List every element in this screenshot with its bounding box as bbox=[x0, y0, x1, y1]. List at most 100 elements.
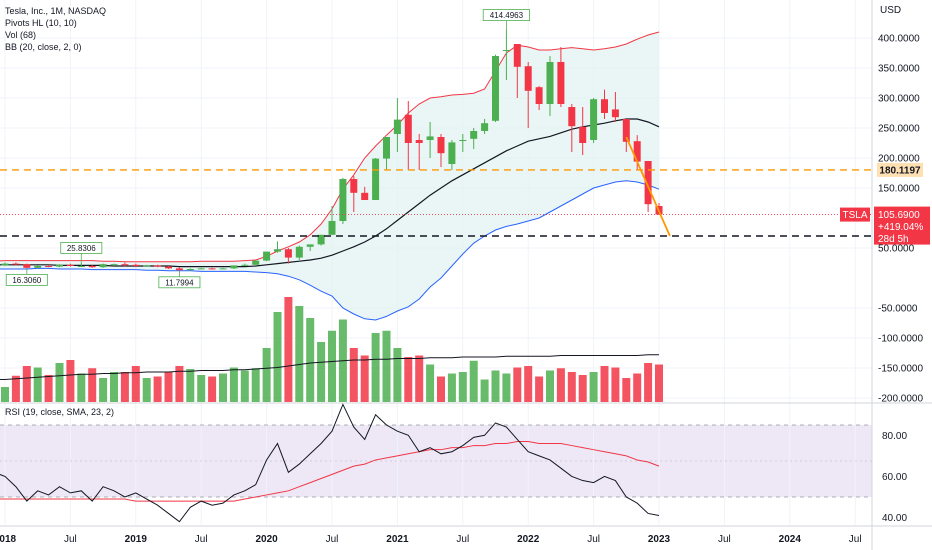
current-price-badge bbox=[874, 206, 930, 245]
bollinger-legend[interactable]: BB (20, close, 2, 0) bbox=[5, 42, 82, 52]
volume-bar bbox=[513, 367, 522, 402]
candle-body bbox=[230, 265, 238, 269]
volume-bar bbox=[622, 378, 631, 402]
time-tick-label: 2024 bbox=[779, 534, 802, 545]
time-tick-label: 2018 bbox=[0, 534, 17, 545]
volume-bar bbox=[382, 330, 391, 402]
price-tick-label: 50.0000 bbox=[878, 244, 915, 255]
rsi-legend[interactable]: RSI (19, close, SMA, 23, 2) bbox=[5, 407, 115, 417]
rsi-ma-line bbox=[0, 440, 660, 502]
pivot-low-label: 11.7994 bbox=[158, 270, 201, 289]
pivot-value: 16.3060 bbox=[12, 276, 41, 285]
volume-bar bbox=[284, 297, 293, 402]
volume-bar bbox=[1, 387, 9, 402]
volume-bar bbox=[393, 348, 402, 402]
current-price-value: 105.6900 bbox=[878, 210, 920, 221]
candle-body bbox=[383, 137, 390, 159]
pivot-high-label: 414.4963 bbox=[482, 9, 531, 30]
candle-body bbox=[557, 62, 565, 104]
volume-bar bbox=[99, 378, 108, 402]
time-tick-label: 2023 bbox=[648, 534, 671, 545]
rsi-tick-label: 40.00 bbox=[882, 513, 907, 524]
volume-bar bbox=[186, 369, 195, 402]
candle-body bbox=[513, 44, 521, 67]
candle-body bbox=[77, 266, 85, 267]
pivot-value: 11.7994 bbox=[165, 278, 194, 287]
volume-bar bbox=[142, 378, 151, 402]
candle-body bbox=[611, 109, 619, 118]
candle-body bbox=[317, 234, 325, 245]
volume-bar bbox=[480, 379, 489, 402]
time-tick-label: Jul bbox=[326, 534, 339, 545]
volume-bar bbox=[600, 366, 609, 402]
time-tick-label: Jul bbox=[456, 534, 469, 545]
volume-bar bbox=[426, 364, 435, 402]
candle-body bbox=[426, 136, 434, 140]
current-price-change: +419.04% bbox=[878, 222, 923, 233]
price-tick-label: 300.0000 bbox=[878, 94, 920, 105]
volume-bar bbox=[349, 348, 358, 402]
currency-label: USD bbox=[880, 5, 902, 16]
volume-bar bbox=[578, 375, 587, 402]
time-tick-label: Jul bbox=[195, 534, 208, 545]
volume-bar bbox=[110, 372, 118, 402]
candle-body bbox=[306, 244, 314, 247]
candle-body bbox=[350, 179, 358, 193]
pivot-high-label: 25.8306 bbox=[60, 241, 103, 263]
price-tick-label: 200.0000 bbox=[878, 154, 920, 165]
candle-body bbox=[110, 264, 118, 266]
volume-bar bbox=[360, 355, 369, 402]
symbol-title[interactable]: Tesla, Inc., 1M, NASDAQ bbox=[5, 6, 107, 16]
candle-body bbox=[56, 264, 63, 267]
volume-bar bbox=[469, 360, 478, 402]
bollinger-lower bbox=[0, 180, 660, 321]
volume-bar bbox=[66, 360, 75, 402]
volume-bar bbox=[502, 373, 511, 402]
candle-body bbox=[1, 263, 9, 266]
candle-body bbox=[241, 264, 249, 266]
level-label-180: 180.1197 bbox=[877, 162, 923, 177]
time-tick-label: Jul bbox=[718, 534, 731, 545]
volume-bar bbox=[88, 368, 97, 402]
volume-bar bbox=[415, 355, 424, 402]
rsi-tick-label: 80.00 bbox=[882, 431, 907, 442]
volume-bar bbox=[11, 375, 20, 402]
volume-legend[interactable]: Vol (68) bbox=[5, 30, 37, 40]
volume-bar bbox=[491, 370, 500, 402]
price-tick-label: 150.0000 bbox=[878, 184, 920, 195]
volume-bar bbox=[55, 363, 64, 402]
candle-body bbox=[295, 246, 303, 258]
candle-body bbox=[186, 269, 194, 271]
volume-bar bbox=[546, 370, 554, 402]
pivot-value: 414.4963 bbox=[490, 11, 524, 20]
current-price-countdown: 28d 5h bbox=[878, 234, 909, 245]
volume-bar bbox=[437, 376, 445, 402]
volume-bar bbox=[22, 366, 31, 402]
pivots-legend[interactable]: Pivots HL (10, 10) bbox=[5, 18, 77, 28]
volume-bar bbox=[120, 372, 129, 402]
volume-bar bbox=[371, 333, 380, 402]
volume-bar bbox=[295, 306, 304, 402]
volume-bar bbox=[644, 363, 653, 402]
candle-body bbox=[99, 264, 107, 268]
trendline bbox=[625, 136, 671, 237]
volume-bar bbox=[589, 372, 598, 402]
volume-bar bbox=[131, 366, 140, 402]
candle-body bbox=[361, 192, 369, 200]
candle-body bbox=[143, 265, 151, 267]
volume-bar bbox=[240, 370, 249, 402]
candle-body bbox=[404, 114, 412, 143]
volume-bar bbox=[251, 368, 260, 402]
price-tick-label: -50.0000 bbox=[878, 304, 918, 315]
volume-bar bbox=[524, 366, 533, 402]
volume-bar bbox=[208, 376, 217, 402]
pivot-value: 25.8306 bbox=[67, 244, 96, 253]
candle-body bbox=[274, 249, 281, 252]
candle-body bbox=[197, 268, 205, 270]
volume-bar bbox=[535, 376, 544, 402]
volume-bar bbox=[175, 366, 184, 402]
candle-body bbox=[252, 260, 260, 265]
candle-body bbox=[23, 264, 31, 268]
volume-bar bbox=[153, 376, 162, 402]
